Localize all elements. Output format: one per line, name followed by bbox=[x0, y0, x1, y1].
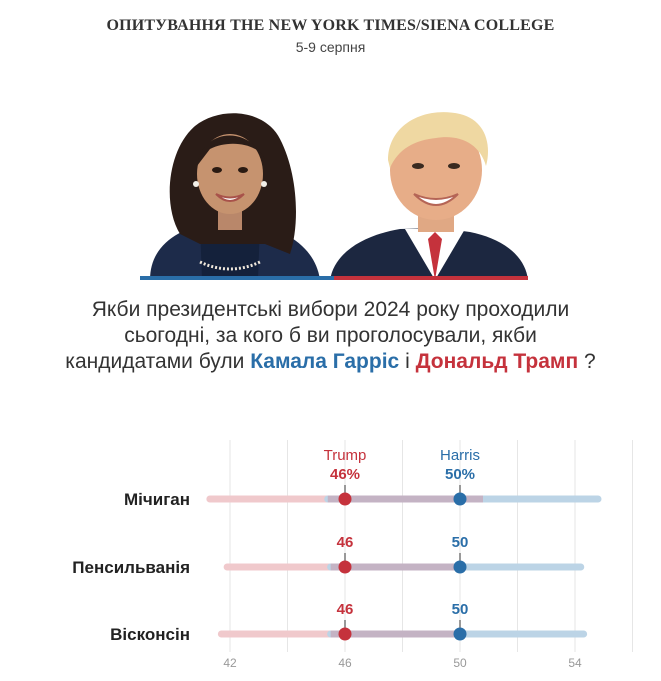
harris-series-label: Harris bbox=[440, 447, 480, 464]
trump-dot bbox=[338, 492, 352, 506]
question-text: Якби президентські вибори 2024 року прох… bbox=[65, 298, 570, 373]
survey-question: Якби президентські вибори 2024 року прох… bbox=[60, 297, 601, 375]
poll-date: 5-9 серпня bbox=[295, 39, 366, 55]
harris-dot bbox=[453, 627, 467, 641]
poll-dot-chart: 42 46 50 54 Мічиган 46% 50% Trump Harris Пенсильв… bbox=[72, 440, 633, 670]
trump-value-label: 46% bbox=[330, 466, 360, 483]
trump-dot bbox=[338, 627, 352, 641]
state-label: Вісконсін bbox=[110, 625, 190, 644]
state-label: Мічиган bbox=[124, 490, 190, 509]
trump-series-label: Trump bbox=[324, 447, 367, 464]
question-connector: і bbox=[405, 350, 410, 373]
trump-portrait bbox=[330, 112, 528, 280]
harris-value-label: 50 bbox=[452, 601, 469, 618]
trump-name: Дональд Трамп bbox=[415, 350, 579, 373]
question-end: ? bbox=[584, 350, 596, 373]
x-tick-label: 42 bbox=[223, 656, 237, 670]
x-tick-label: 54 bbox=[568, 656, 582, 670]
harris-color-strip bbox=[140, 276, 334, 280]
trump-value-label: 46 bbox=[337, 601, 354, 618]
trump-dot bbox=[338, 560, 352, 574]
harris-value-label: 50% bbox=[445, 466, 475, 483]
candidate-portraits bbox=[140, 104, 528, 280]
harris-portrait bbox=[150, 113, 320, 280]
trump-value-label: 46 bbox=[337, 534, 354, 551]
x-tick-label: 46 bbox=[338, 656, 352, 670]
state-label: Пенсильванія bbox=[72, 558, 190, 577]
x-tick-label: 50 bbox=[453, 656, 467, 670]
candidate-photos-illustration bbox=[140, 112, 528, 280]
harris-dot bbox=[453, 560, 467, 574]
harris-dot bbox=[453, 492, 467, 506]
poll-title: ОПИТУВАННЯ THE NEW YORK TIMES/SIENA COLL… bbox=[106, 17, 555, 34]
harris-name: Камала Гарріс bbox=[250, 350, 400, 373]
trump-color-strip bbox=[334, 276, 528, 280]
harris-value-label: 50 bbox=[452, 534, 469, 551]
